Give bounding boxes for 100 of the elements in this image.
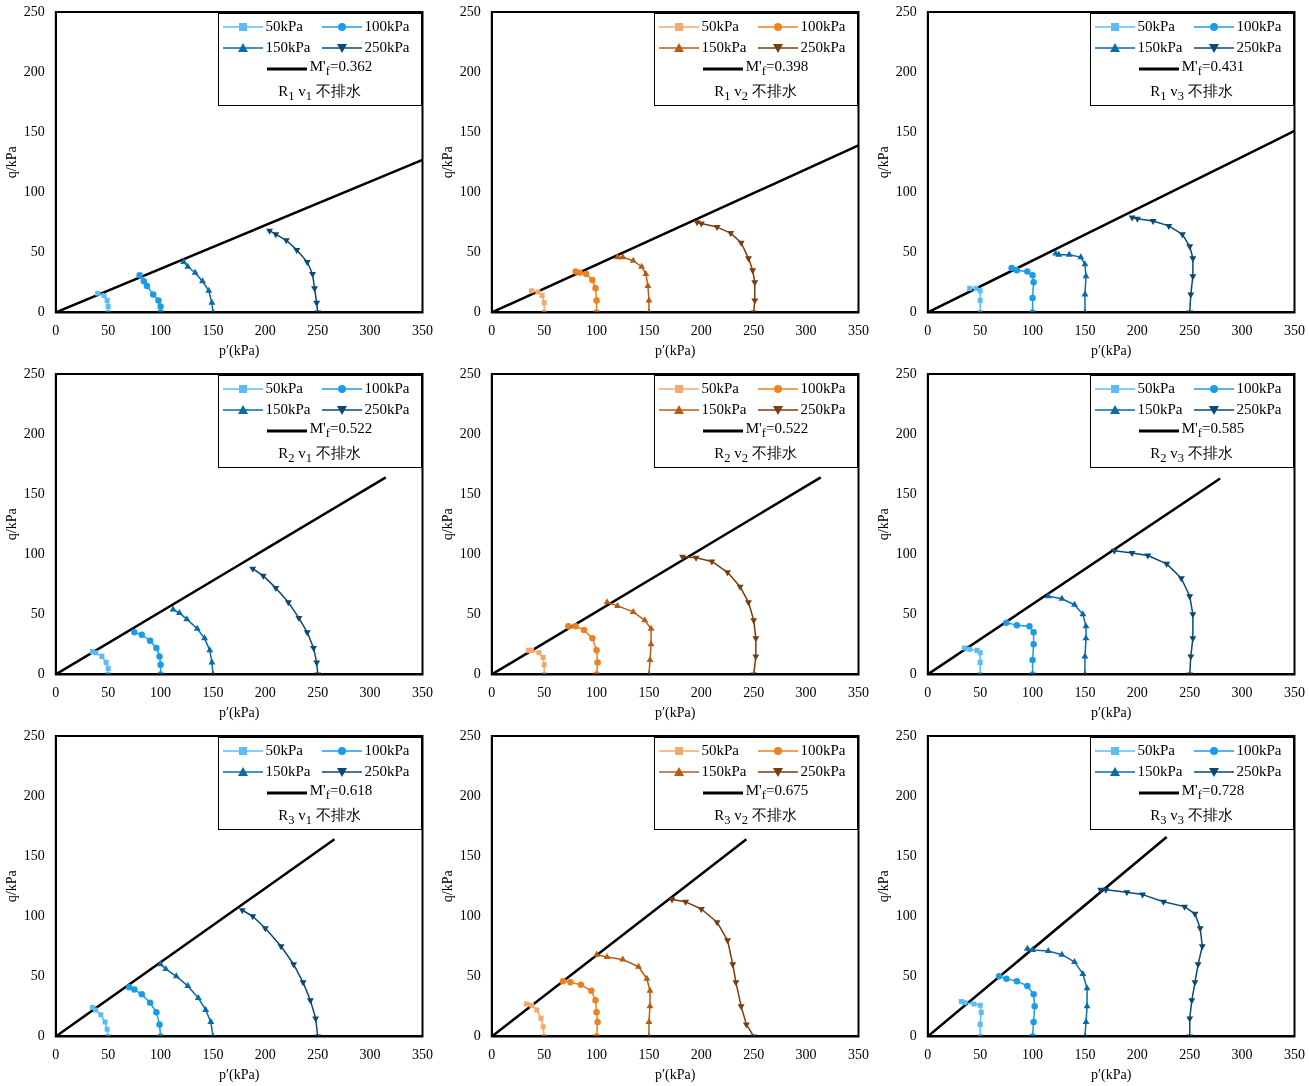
y-tick-label: 0	[37, 304, 45, 320]
y-tick-label: 100	[459, 907, 481, 923]
y-tick-label: 0	[909, 304, 917, 320]
legend-label: 50kPa	[265, 18, 303, 35]
y-tick-label: 250	[23, 727, 45, 743]
x-tick-label: 350	[1284, 685, 1305, 701]
y-tick-label: 50	[30, 243, 45, 259]
x-tick-label: 50	[537, 1047, 552, 1063]
y-tick-label: 150	[459, 123, 481, 139]
legend-label: 150kPa	[265, 39, 311, 56]
y-tick-label: 50	[30, 967, 45, 983]
legend-label: 50kPa	[701, 18, 739, 35]
x-tick-label: 0	[924, 1047, 932, 1063]
x-tick-label: 300	[795, 685, 817, 701]
x-tick-label: 150	[1074, 1047, 1096, 1063]
x-tick-label: 250	[307, 323, 329, 339]
y-tick-label: 0	[473, 304, 481, 320]
x-tick-label: 100	[586, 323, 608, 339]
y-tick-label: 250	[895, 727, 917, 743]
x-tick-label: 300	[1231, 1047, 1253, 1063]
legend-label: M'$_{f}$=0.675	[745, 782, 809, 803]
legend-label: 250kPa	[800, 763, 846, 780]
legend-title: R$_{1}$ v$_{3}$ 不排水	[1149, 82, 1234, 103]
y-tick-label: 150	[895, 485, 917, 501]
legend-label: 150kPa	[1137, 39, 1183, 56]
y-tick-label: 200	[895, 787, 917, 803]
x-tick-label: 150	[1074, 685, 1096, 701]
legend-label: 50kPa	[1137, 742, 1175, 759]
x-tick-label: 100	[150, 685, 172, 701]
x-tick-label: 200	[1126, 685, 1148, 701]
legend-label: 250kPa	[364, 39, 410, 56]
y-axis-title: q/kPa	[4, 145, 20, 179]
legend-label: M'$_{f}$=0.362	[309, 58, 373, 79]
legend-label: 150kPa	[1137, 763, 1183, 780]
y-axis-title: q/kPa	[876, 507, 892, 541]
x-tick-label: 150	[638, 685, 660, 701]
legend-label: 250kPa	[364, 401, 410, 418]
legend-label: 250kPa	[800, 39, 846, 56]
y-tick-label: 100	[459, 545, 481, 561]
x-tick-label: 100	[1022, 685, 1044, 701]
x-tick-label: 50	[101, 323, 116, 339]
x-tick-label: 250	[743, 1047, 765, 1063]
legend-label: 100kPa	[364, 18, 410, 35]
legend-title: R$_{2}$ v$_{2}$ 不排水	[713, 444, 798, 465]
legend-label: 150kPa	[265, 763, 311, 780]
x-tick-label: 300	[795, 1047, 817, 1063]
x-tick-label: 0	[488, 323, 496, 339]
legend-label: 50kPa	[265, 742, 303, 759]
legend-label: M'$_{f}$=0.728	[1181, 782, 1245, 803]
y-tick-label: 0	[909, 666, 917, 682]
y-tick-label: 150	[459, 485, 481, 501]
y-axis-title: q/kPa	[440, 507, 456, 541]
y-axis-title: q/kPa	[4, 869, 20, 903]
x-axis-title: p′(kPa)	[218, 705, 260, 722]
legend-label: 150kPa	[1137, 401, 1183, 418]
x-tick-label: 250	[307, 1047, 329, 1063]
x-axis-title: p′(kPa)	[218, 343, 260, 360]
legend-label: M'$_{f}$=0.585	[1181, 420, 1245, 441]
x-tick-label: 50	[537, 685, 552, 701]
legend-title: R$_{1}$ v$_{2}$ 不排水	[713, 82, 798, 103]
legend-label: 100kPa	[364, 380, 410, 397]
x-tick-label: 350	[1284, 1047, 1305, 1063]
legend-title: R$_{2}$ v$_{3}$ 不排水	[1149, 444, 1234, 465]
y-tick-label: 50	[902, 967, 917, 983]
x-tick-label: 50	[973, 323, 988, 339]
x-tick-label: 0	[488, 685, 496, 701]
x-tick-label: 250	[1179, 685, 1201, 701]
x-tick-label: 100	[150, 1047, 172, 1063]
x-tick-label: 100	[1022, 1047, 1044, 1063]
legend-title: R$_{2}$ v$_{1}$ 不排水	[277, 444, 362, 465]
legend-label: 100kPa	[1236, 380, 1282, 397]
x-tick-label: 150	[1074, 323, 1096, 339]
x-tick-label: 200	[254, 323, 276, 339]
y-tick-label: 50	[466, 967, 481, 983]
x-tick-label: 0	[52, 1047, 60, 1063]
y-tick-label: 0	[37, 1028, 45, 1044]
x-tick-label: 350	[412, 685, 433, 701]
x-tick-label: 350	[848, 1047, 869, 1063]
y-tick-label: 200	[459, 63, 481, 79]
y-tick-label: 0	[909, 1028, 917, 1044]
x-axis-title: p′(kPa)	[1090, 343, 1132, 360]
legend-label: M'$_{f}$=0.522	[745, 420, 809, 441]
y-tick-label: 100	[895, 545, 917, 561]
x-tick-label: 100	[586, 685, 608, 701]
y-tick-label: 0	[473, 666, 481, 682]
legend-label: M'$_{f}$=0.618	[309, 782, 373, 803]
legend-label: M'$_{f}$=0.522	[309, 420, 373, 441]
x-tick-label: 0	[924, 685, 932, 701]
y-axis-title: q/kPa	[440, 145, 456, 179]
x-tick-label: 150	[638, 1047, 660, 1063]
x-tick-label: 200	[1126, 1047, 1148, 1063]
x-tick-label: 250	[743, 323, 765, 339]
x-tick-label: 350	[412, 1047, 433, 1063]
x-tick-label: 300	[795, 323, 817, 339]
x-tick-label: 250	[307, 685, 329, 701]
y-tick-label: 250	[23, 365, 45, 381]
y-tick-label: 50	[902, 243, 917, 259]
x-tick-label: 50	[973, 1047, 988, 1063]
legend-label: M'$_{f}$=0.398	[745, 58, 809, 79]
legend-label: 50kPa	[701, 380, 739, 397]
